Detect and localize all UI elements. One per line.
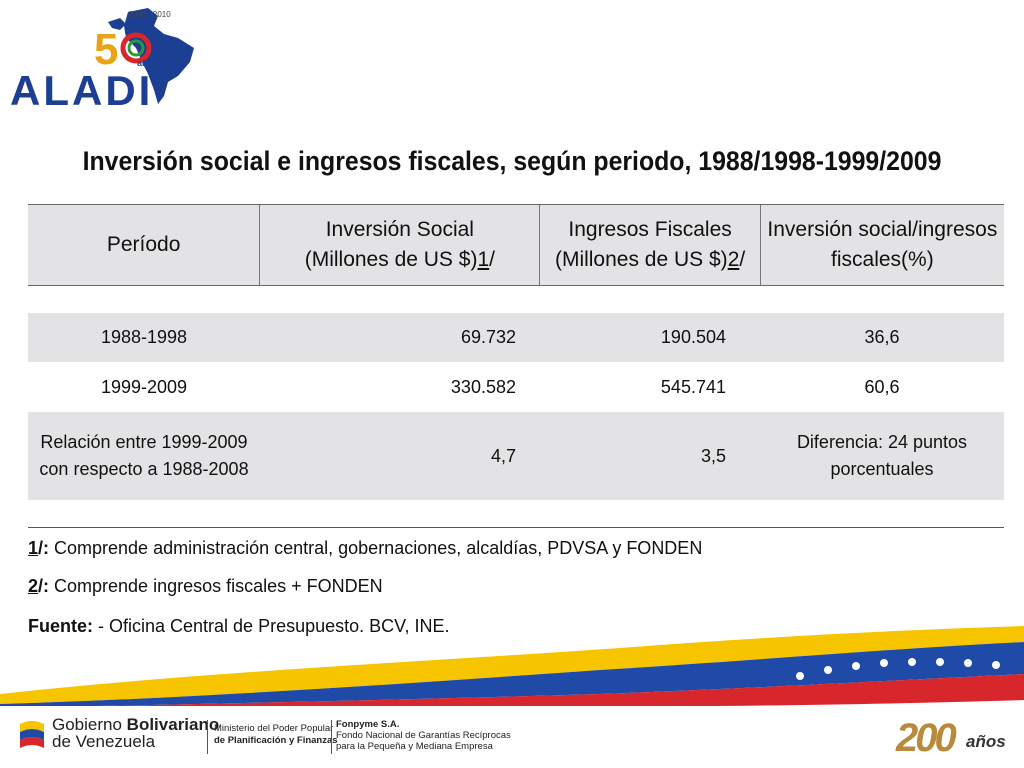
fonpyme-line1: Fonpyme S.A. (336, 719, 400, 730)
relation-ratio-line1: Diferencia: 24 puntos (796, 432, 968, 452)
page-title: Inversión social e ingresos fiscales, se… (82, 146, 942, 176)
source-note: Fuente: - Oficina Central de Presupuesto… (28, 616, 450, 637)
footnote-1: 1/: Comprende administración central, go… (28, 538, 702, 559)
source-text: - Oficina Central de Presupuesto. BCV, I… (93, 616, 450, 636)
header-ingresos-slash: / (739, 248, 746, 271)
cell-periodo: 1988-1998 (100, 327, 188, 347)
header-ratio-line1: Inversión social/ingresos (767, 218, 998, 241)
divider (28, 527, 1004, 528)
relation-label-line2: con respecto a 1988-2008 (39, 459, 249, 479)
header-inversion-slash: / (489, 248, 495, 271)
header-periodo: Período (28, 205, 261, 285)
footnote-2-ref: 2 (28, 576, 39, 596)
header-inversion: Inversión Social (Millones de US $)1/ (260, 205, 541, 285)
header-ingresos-line2: (Millones de US $) (554, 248, 728, 271)
footnote-1-tag: /: (38, 538, 50, 558)
cell-periodo: 1999-2009 (100, 376, 188, 397)
cell-relation-label: Relación entre 1999-2009 con respecto a … (28, 429, 260, 483)
footnote-2-text: Comprende ingresos fiscales + FONDEN (49, 576, 383, 596)
bicentenario-anos: años (966, 732, 1006, 751)
logo-anios: años (137, 58, 159, 68)
table-row-relation: Relación entre 1999-2009 con respecto a … (28, 412, 1004, 500)
gobierno-line1-a: Gobierno (52, 715, 127, 734)
venezuela-flag-icon (20, 721, 44, 748)
fonpyme-line2: Fondo Nacional de Garantías Recíprocas (336, 730, 511, 741)
gobierno-logo: Gobierno Bolivariano de Venezuela (18, 716, 219, 750)
cell-ingresos: 545.741 (660, 376, 726, 397)
bicentenario-number: 200 (896, 716, 957, 760)
cell-inversion: 330.582 (450, 376, 516, 397)
gobierno-line1-b: Bolivariano (126, 715, 220, 734)
header-ingresos-line1: Ingresos Fiscales (568, 218, 732, 241)
footnote-1-text: Comprende administración central, gobern… (49, 538, 703, 558)
cell-ratio: 60,6 (864, 376, 900, 397)
fonpyme-line3: para la Pequeña y Mediana Empresa (336, 741, 493, 752)
fonpyme-label: Fonpyme S.A. Fondo Nacional de Garantías… (336, 719, 511, 752)
cell-inversion: 69.732 (460, 327, 516, 347)
aladi-map-icon: 5 (94, 8, 194, 104)
ministerio-line1: Ministerio del Poder Popular (214, 723, 334, 734)
cell-ratio: 36,6 (864, 327, 900, 347)
gobierno-line2: de Venezuela (52, 732, 156, 751)
footnote-1-ref: 1 (28, 538, 39, 558)
table-header: Período Inversión Social (Millones de US… (28, 204, 1004, 286)
header-ingresos: Ingresos Fiscales (Millones de US $)2/ (540, 205, 761, 285)
logo-wordmark: ALADI (10, 67, 154, 114)
cell-relation-ratio: Diferencia: 24 puntos porcentuales (760, 429, 1004, 483)
header-inversion-line2: (Millones de US $) (304, 248, 478, 271)
logo-years: 1960 - 2010 (128, 10, 171, 19)
footer: Gobierno Bolivariano de Venezuela Minist… (0, 706, 1024, 768)
footnote-2: 2/: Comprende ingresos fiscales + FONDEN (28, 576, 383, 597)
cell-relation-inversion: 4,7 (490, 445, 516, 466)
svg-text:5: 5 (94, 25, 118, 74)
header-ingresos-ref: 2 (727, 248, 740, 271)
ministerio-line2: de Planificación y Finanzas (214, 735, 338, 746)
cell-relation-ingresos: 3,5 (700, 445, 726, 466)
header-periodo-label: Período (106, 233, 181, 256)
footer-separator (207, 720, 208, 754)
source-tag: Fuente: (28, 616, 93, 636)
table-row: 1988-1998 69.732 190.504 36,6 (28, 313, 1004, 362)
header-inversion-ref: 1 (477, 248, 490, 271)
header-inversion-line1: Inversión Social (325, 218, 474, 241)
footnote-2-tag: /: (38, 576, 50, 596)
table-row: 1999-2009 330.582 545.741 60,6 (28, 362, 1004, 412)
aladi-logo: 5 1960 - 2010 años ALADI (8, 4, 198, 112)
cell-ingresos: 190.504 (660, 327, 726, 347)
flag-wave-decoration (0, 626, 1024, 712)
relation-label-line1: Relación entre 1999-2009 (40, 432, 248, 452)
ministerio-label: Ministerio del Poder Popular de Planific… (214, 723, 338, 747)
header-ratio: Inversión social/ingresos fiscales(%) (761, 205, 1004, 285)
header-ratio-line2: fiscales(%) (831, 248, 934, 271)
footer-separator (331, 720, 332, 754)
relation-ratio-line2: porcentuales (830, 459, 934, 479)
bicentenario-logo: 200 años (896, 714, 1008, 762)
